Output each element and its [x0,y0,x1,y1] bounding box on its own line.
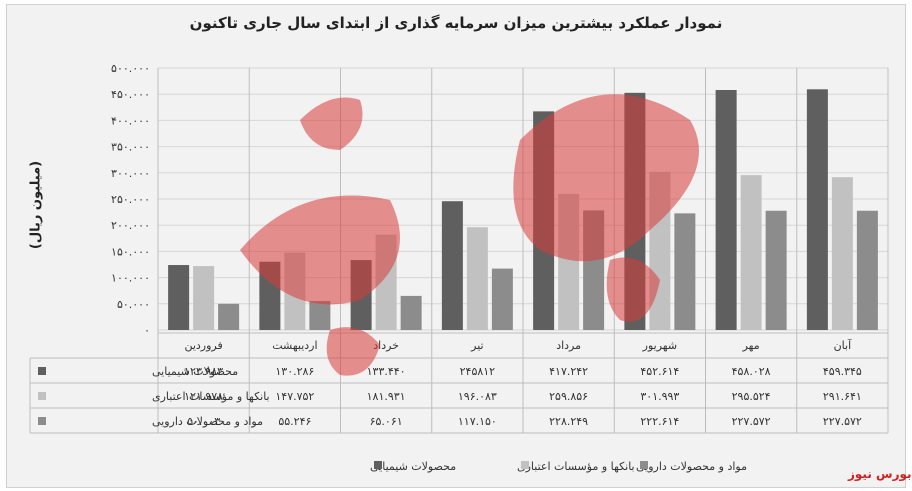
data-label: ۲۲۸.۲۴۹ [549,415,588,428]
series-name: بانکها و مؤسسات اعتباری [152,390,270,403]
y-tick-label: ۲۵۰.۰۰۰ [111,193,150,206]
category-label: اردیبهشت [272,339,317,352]
data-label: ۲۹۱.۶۴۱ [823,390,862,403]
series-swatch [38,367,46,375]
category-label: فروردین [184,339,222,352]
category-label: مرداد [556,339,581,352]
category-label: تیر [470,339,483,352]
bar [400,295,422,330]
data-label: ۲۹۵.۵۲۴ [732,390,771,403]
data-label: ۳۰۱.۹۹۳ [640,390,679,403]
bar [491,268,513,330]
data-label: ۲۲۲.۶۱۴ [640,415,679,428]
y-tick-label: ۰ [144,324,150,337]
y-tick-label: ۱۰۰.۰۰۰ [111,272,150,285]
chart-title: نمودار عملکرد بیشترین میزان سرمایه گذاری… [189,14,723,32]
bar [674,213,696,330]
series-swatch [38,417,46,425]
series-swatch [38,392,46,400]
y-tick-label: ۵۰.۰۰۰ [117,298,150,311]
bar [441,201,463,330]
legend-label: بانکها و مؤسسات اعتباری [517,460,635,473]
legend-swatch [640,461,648,469]
data-label: ۱۲۳.۹۸۳ [184,365,223,378]
data-label: ۴۱۷.۲۴۲ [549,365,588,378]
watermark-logo [240,94,699,376]
legend-swatch [374,461,382,469]
y-tick-label: ۴۵۰.۰۰۰ [111,88,150,101]
category-label: آبان [834,338,852,352]
bar [765,210,787,330]
y-tick-label: ۳۵۰.۰۰۰ [111,141,150,154]
y-tick-label: ۵۰۰.۰۰۰ [111,62,150,75]
data-table: فروردین اردیبهشت خرداد تیر مرداد شهریور مهر آبا… [29,68,889,434]
data-label: ۴۵۹.۳۴۵ [823,365,862,378]
series-name: مواد و محصولات دارویی [152,415,263,428]
data-label: ۱۹۶.۰۸۳ [458,390,497,403]
data-label: ۱۲۱.۹۷۸ [184,390,223,403]
bar [309,301,331,330]
y-tick-label: ۲۰۰.۰۰۰ [111,219,150,232]
data-label: ۱۴۷.۷۵۲ [275,390,314,403]
bar [740,175,762,330]
bar [856,210,878,330]
legend-swatch [521,461,529,469]
category-label: شهریور [642,339,677,352]
data-label: ۱۳۰.۲۸۶ [275,365,314,378]
data-label: ۲۲۷.۵۷۲ [732,415,771,428]
data-label: ۴۵۲.۶۱۴ [640,365,679,378]
brand-label: بورس نیوز [848,467,912,481]
data-label: ۲۵۹.۸۵۶ [549,390,588,403]
category-label: مهر [742,339,760,352]
bar [193,266,215,330]
category-label: خرداد [373,339,399,352]
series-name: محصولات شیمیایی [152,365,238,378]
bar [168,265,190,330]
data-label: ۱۳۳.۴۴۰ [367,365,406,378]
y-tick-label: ۳۰۰.۰۰۰ [111,167,150,180]
bar [218,303,240,330]
data-label: ۵۵.۲۴۶ [278,415,311,428]
data-label: ۲۲۷.۵۷۲ [823,415,862,428]
y-tick-label: ۱۵۰.۰۰۰ [111,245,150,258]
bar [806,89,828,330]
data-label: ۱۱۷.۱۵۰ [458,415,497,428]
data-label: ۱۸۱.۹۳۱ [367,390,406,403]
legend: محصولات شیمیایی بانکها و مؤسسات اعتباری مو… [370,460,747,473]
bar [466,227,488,330]
data-label: ۵۰.۰۰۳ [187,415,220,428]
data-label: ۴۵۸.۰۲۸ [732,365,771,378]
legend-label: مواد و محصولات دارویی [636,460,747,473]
legend-label: محصولات شیمیایی [370,460,456,473]
y-tick-label: ۴۰۰.۰۰۰ [111,114,150,127]
data-label: ۲۴۵۸۱۲ [460,365,496,378]
data-label: ۶۵.۰۶۱ [370,415,403,428]
bar [831,177,853,330]
bar [715,89,737,331]
